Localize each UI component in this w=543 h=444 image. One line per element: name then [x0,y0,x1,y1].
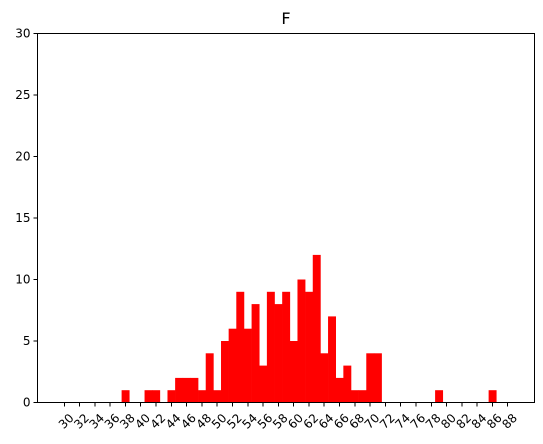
y-tick-label: 10 [15,273,30,287]
histogram-bar [266,291,275,403]
histogram-bar [335,377,344,403]
histogram-bar [152,390,161,403]
histogram-bar [305,291,314,403]
histogram-bar [488,390,497,403]
histogram-bar [435,390,444,403]
y-tick-label: 0 [23,396,31,410]
histogram-bar [343,365,352,403]
y-tick-label: 5 [23,334,31,348]
histogram-bar [297,279,306,403]
histogram-bar [221,341,229,403]
histogram-bar [121,390,130,403]
histogram-bar [228,328,237,403]
y-tick-label: 25 [15,88,30,102]
histogram-bar [320,353,329,403]
histogram-bar [167,390,176,403]
histogram-bar [182,377,191,403]
histogram-bar [259,365,268,403]
histogram-bar [175,377,184,403]
x-axis: 3032343638404244464850525456586062646668… [56,402,520,432]
histogram-bar [328,316,336,403]
histogram-bar [251,304,260,403]
histogram-bar [144,390,153,403]
histogram-bar [373,353,382,403]
y-tick-label: 30 [15,27,30,41]
y-tick-label: 15 [15,211,30,225]
histogram-bar [282,291,291,403]
plot-frame [37,33,535,403]
bars [121,254,497,403]
histogram-bar [350,390,359,403]
y-axis: 0 5 10 15 20 25 30 [15,27,38,410]
histogram-bar [358,390,367,403]
histogram-bar [366,353,375,403]
histogram-bar [190,377,199,403]
histogram-bar [289,341,298,403]
histogram-bar [236,291,245,403]
histogram-bar [243,328,252,403]
histogram-bar [198,390,207,403]
histogram-bar [205,353,214,403]
histogram-bar [213,390,222,403]
histogram-bar [274,304,283,403]
x-tick-label: 88 [499,411,520,432]
y-tick-label: 20 [15,150,30,164]
histogram-bar [312,254,321,403]
chart-title: F [281,9,290,28]
